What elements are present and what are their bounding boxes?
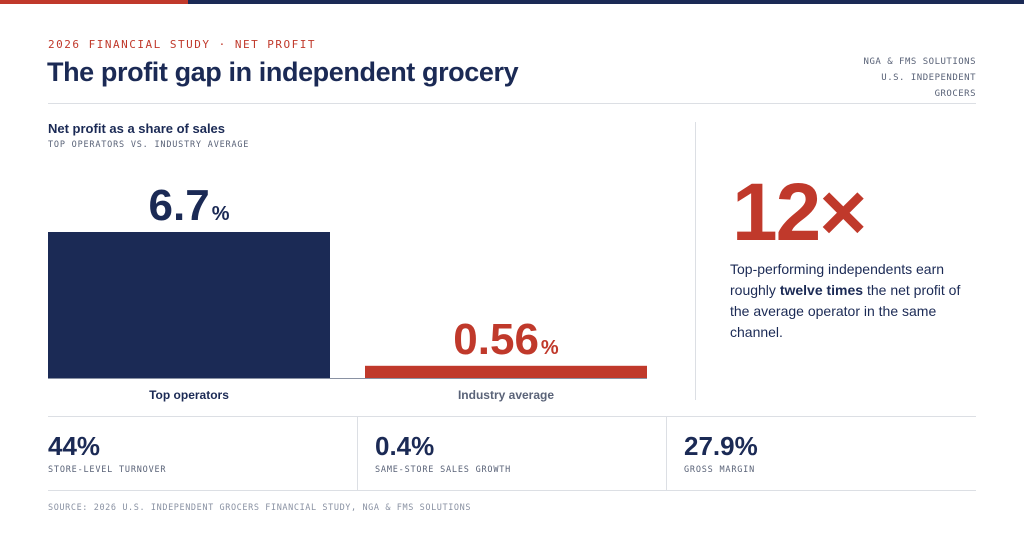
- section-divider: [695, 122, 696, 400]
- kpi-value-turnover: 44%: [48, 431, 101, 461]
- kpi-divider: [666, 417, 667, 490]
- top-accent-bar: [0, 0, 1024, 4]
- source-credit: NGA & FMS SOLUTIONS U.S. INDEPENDENT GRO…: [864, 54, 976, 102]
- kpi-divider-bottom: [48, 490, 976, 491]
- chart-subtitle: TOP OPERATORS VS. INDUSTRY AVERAGE: [48, 140, 250, 150]
- kpi-label-gross-margin: GROSS MARGIN: [684, 465, 756, 475]
- source-credit-line: U.S. INDEPENDENT: [881, 73, 976, 83]
- kpi-label-turnover: STORE-LEVEL TURNOVER: [48, 465, 167, 475]
- bar-value-label: 0.56%: [453, 315, 559, 364]
- kpi-divider-top: [48, 416, 976, 417]
- callout-text: the net profit of the average operator i…: [730, 282, 961, 340]
- multiplier-stat: 12×: [732, 167, 867, 258]
- bar-value-label: 6.7%: [149, 181, 230, 230]
- callout-emphasis: twelve times: [779, 282, 864, 298]
- bar-value-number: 6.7: [149, 181, 210, 230]
- callout-description: Top-performing independents earn roughly…: [730, 259, 970, 343]
- kpi-value-gross-margin: 27.9%: [684, 431, 758, 461]
- category-label: Top operators: [149, 388, 229, 402]
- header-divider: [48, 103, 976, 104]
- bar-value-number: 0.56: [453, 315, 539, 364]
- top-accent-bar-red: [0, 0, 188, 4]
- kpi-value-sales-growth: 0.4%: [375, 431, 435, 461]
- kicker: 2026 FINANCIAL STUDY · NET PROFIT: [48, 38, 317, 51]
- bar-value-unit: %: [541, 337, 559, 359]
- footer-source: SOURCE: 2026 U.S. INDEPENDENT GROCERS FI…: [48, 503, 472, 513]
- category-label: Industry average: [458, 388, 554, 402]
- source-credit-line: NGA & FMS SOLUTIONS: [863, 57, 976, 67]
- kpi-label-sales-growth: SAME-STORE SALES GROWTH: [375, 465, 512, 475]
- chart-title: Net profit as a share of sales: [48, 121, 226, 136]
- bar-value-unit: %: [212, 203, 230, 225]
- page-title: The profit gap in independent grocery: [47, 57, 519, 87]
- kpi-divider: [357, 417, 358, 490]
- source-credit-line: GROCERS: [934, 89, 976, 99]
- bar-industry-average: [365, 365, 647, 378]
- callout-text: Top-performing independents earn roughly: [730, 261, 945, 298]
- bar-top-operators: [48, 232, 330, 378]
